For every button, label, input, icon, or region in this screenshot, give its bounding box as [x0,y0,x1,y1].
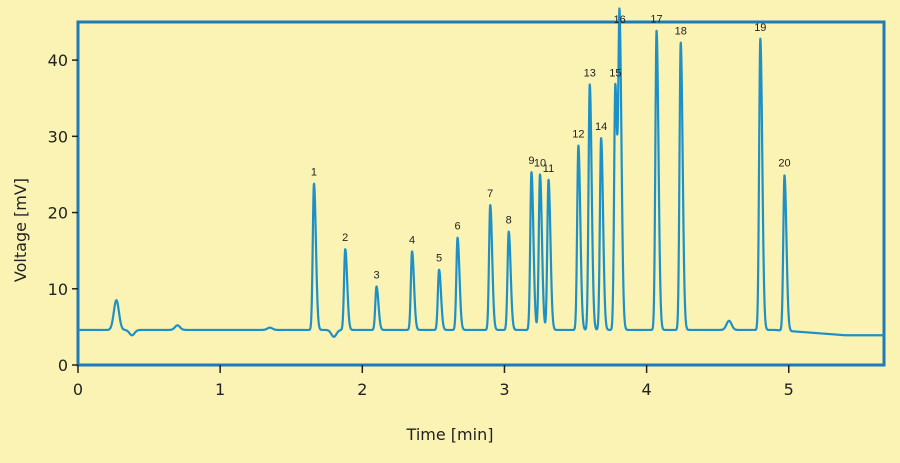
y-axis-label: Voltage [mV] [11,178,30,282]
peak-label-9: 9 [528,155,534,167]
peak-label-18: 18 [675,26,687,38]
peak-label-8: 8 [506,215,512,227]
peak-label-10: 10 [534,157,546,169]
chromatogram-trace [77,7,885,338]
y-tick-label: 10 [48,280,68,299]
peak-label-5: 5 [436,253,442,265]
peak-label-19: 19 [754,22,766,34]
peak-label-1: 1 [311,167,317,179]
x-tick-label: 2 [357,380,367,399]
x-tick-label: 4 [642,380,652,399]
peak-label-7: 7 [487,188,493,200]
peak-label-6: 6 [454,221,460,233]
y-axis: 0 10 20 30 40 [48,51,78,375]
peak-label-17: 17 [650,13,662,25]
y-tick-label: 40 [48,51,68,70]
peak-label-13: 13 [584,68,596,80]
peak-label-2: 2 [342,232,348,244]
x-tick-label: 5 [784,380,794,399]
x-tick-label: 0 [73,380,83,399]
peak-label-12: 12 [572,128,584,140]
x-tick-label: 3 [499,380,509,399]
plot-frame [76,20,886,367]
peak-label-16: 16 [613,14,625,26]
peak-label-3: 3 [373,269,379,281]
peak-label-4: 4 [409,234,415,246]
x-axis-label: Time [min] [406,425,494,444]
peak-label-15: 15 [609,68,621,80]
peak-label-11: 11 [543,163,554,175]
y-tick-label: 20 [48,204,68,223]
y-tick-label: 0 [58,356,68,375]
x-tick-label: 1 [215,380,225,399]
peak-label-14: 14 [595,121,607,133]
x-axis: 0 1 2 3 4 5 [73,365,794,399]
peak-label-20: 20 [778,157,790,169]
y-tick-label: 30 [48,127,68,146]
